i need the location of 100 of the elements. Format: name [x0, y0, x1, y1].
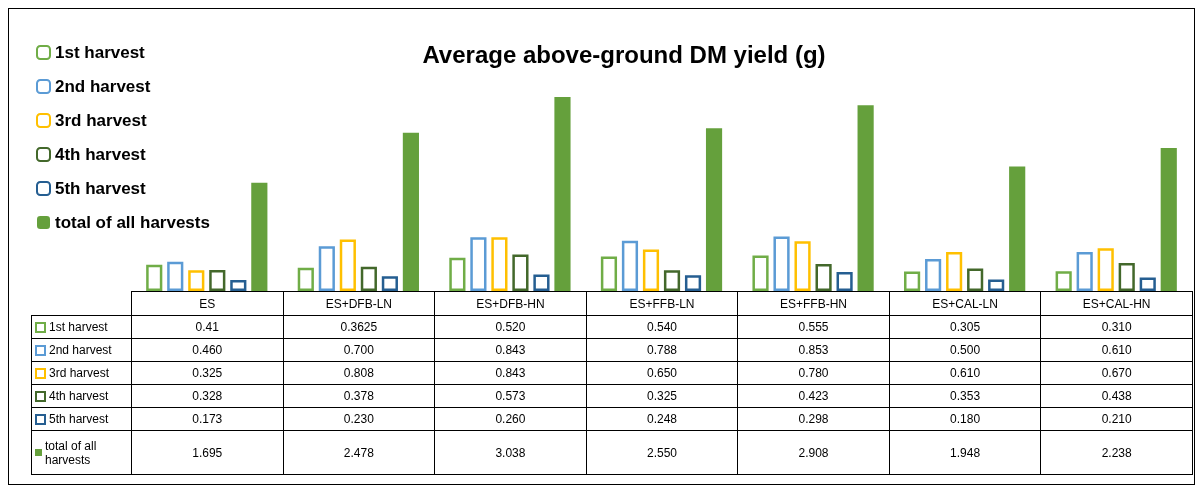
bar	[988, 279, 1005, 291]
legend-label: 2nd harvest	[49, 343, 112, 357]
bar	[857, 105, 874, 291]
x-tick-label: ES+DFB-HN	[434, 291, 587, 316]
bar	[794, 241, 811, 291]
text: 5th harvest	[49, 412, 109, 426]
bar	[209, 270, 226, 291]
bar	[512, 254, 529, 291]
data-label: 0.555	[737, 315, 890, 339]
data-label: 0.298	[737, 407, 890, 431]
data-label: 0.520	[434, 315, 587, 339]
data-label: 3.038	[434, 430, 587, 475]
bar	[752, 255, 769, 291]
data-label: 0.843	[434, 338, 587, 362]
data-label: 0.788	[586, 338, 738, 362]
bar	[773, 236, 790, 291]
data-label: 0.260	[434, 407, 587, 431]
chart-title: Average above-ground DM yield (g)	[422, 40, 826, 68]
data-label: 1.948	[889, 430, 1041, 475]
legend-label: total of all harvests	[55, 213, 210, 232]
data-label: 0.540	[586, 315, 738, 339]
data-label: 0.353	[889, 384, 1041, 408]
data-label: 1.695	[131, 430, 284, 475]
bar	[339, 239, 356, 291]
data-label: 2.238	[1040, 430, 1193, 475]
bar	[146, 264, 163, 291]
bar	[815, 263, 832, 291]
x-tick-label: ES+FFB-HN	[737, 291, 890, 316]
x-tick-label: ES+FFB-LN	[586, 291, 738, 316]
legend-label: 4th harvest	[55, 145, 147, 164]
legend-label: 1st harvest	[49, 320, 108, 334]
data-label: 0.325	[586, 384, 738, 408]
data-label: 0.438	[1040, 384, 1193, 408]
text: 2nd harvest	[55, 77, 151, 96]
bar	[600, 256, 618, 291]
bar	[925, 259, 942, 291]
bar	[663, 270, 681, 291]
data-label: 0.248	[586, 407, 738, 431]
data-label: 0.853	[737, 338, 890, 362]
data-label: 0.325	[131, 361, 284, 385]
data-label: 0.700	[283, 338, 435, 362]
bar	[297, 267, 314, 291]
data-label: 2.478	[283, 430, 435, 475]
bar	[230, 279, 247, 291]
bar	[1076, 252, 1093, 291]
data-label: 2.550	[586, 430, 738, 475]
bar	[470, 237, 487, 291]
data-label: 0.180	[889, 407, 1041, 431]
data-label: 0.843	[434, 361, 587, 385]
bar	[360, 266, 377, 291]
text: 4th harvest	[49, 389, 109, 403]
text: 3rd harvest	[55, 111, 147, 130]
bar	[1009, 166, 1026, 291]
legend-label: 5th harvest	[55, 179, 147, 198]
bar	[381, 276, 398, 291]
bar	[188, 270, 205, 291]
data-label: 0.328	[131, 384, 284, 408]
bar	[402, 132, 419, 291]
x-tick-label: ES+CAL-HN	[1040, 291, 1193, 316]
data-label: 0.173	[131, 407, 284, 431]
bar	[946, 252, 963, 291]
text: 1st harvest	[55, 43, 145, 62]
bar	[642, 249, 660, 291]
bar	[1139, 277, 1156, 291]
legend-label: 3rd harvest	[49, 366, 110, 380]
data-label: 0.573	[434, 384, 587, 408]
bar	[1055, 271, 1072, 291]
bar	[554, 97, 571, 291]
data-label: 0.3625	[283, 315, 435, 339]
data-label: 0.610	[1040, 338, 1193, 362]
bar	[967, 268, 984, 291]
bar	[1097, 248, 1114, 291]
data-label: 0.210	[1040, 407, 1193, 431]
data-label: 0.41	[131, 315, 284, 339]
bar	[705, 128, 723, 291]
data-label: 0.423	[737, 384, 890, 408]
bar	[684, 275, 702, 291]
bar	[1160, 148, 1177, 291]
data-label: 0.610	[889, 361, 1041, 385]
data-label: 0.780	[737, 361, 890, 385]
x-tick-label: ES	[131, 291, 284, 316]
data-label: 0.500	[889, 338, 1041, 362]
data-label: 0.230	[283, 407, 435, 431]
data-label: 0.305	[889, 315, 1041, 339]
data-label: 0.808	[283, 361, 435, 385]
data-label: 0.378	[283, 384, 435, 408]
bar	[836, 271, 853, 291]
bar	[491, 237, 508, 291]
data-label: 0.650	[586, 361, 738, 385]
bar	[167, 261, 184, 291]
bar	[251, 182, 268, 291]
bar	[904, 271, 921, 291]
data-label: 0.670	[1040, 361, 1193, 385]
text: total of all harvests	[45, 438, 97, 467]
data-label: 0.460	[131, 338, 284, 362]
bar	[621, 240, 639, 291]
bar	[449, 257, 466, 291]
data-label: 0.310	[1040, 315, 1193, 339]
bar	[1118, 263, 1135, 291]
data-label: 2.908	[737, 430, 890, 475]
